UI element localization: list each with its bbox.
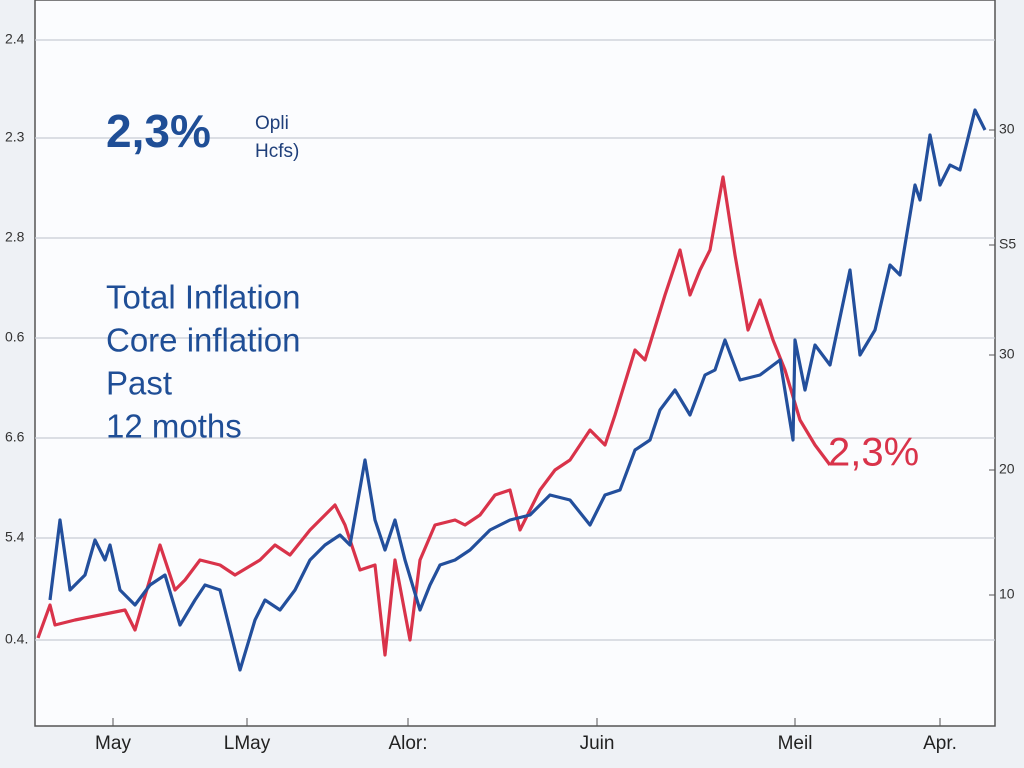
x-tick-label: LMay [224, 733, 271, 754]
headline-note: Hcfs) [255, 141, 299, 162]
plot-frame [34, 0, 996, 727]
series-line [36, 175, 832, 657]
x-tick-label: Alor: [388, 733, 427, 754]
lines [36, 108, 987, 672]
annotation: 12 moths [106, 408, 242, 445]
series-line [48, 108, 987, 672]
y-tick-label: 2.3 [5, 129, 25, 145]
x-tick-label: Juin [580, 733, 615, 754]
x-tick-label: Meil [778, 733, 813, 754]
grid [35, 39, 995, 641]
y-tick-label: 5.4 [5, 529, 25, 545]
y2-tick-label: S5 [999, 236, 1016, 252]
y-tick-label: 2.4 [5, 31, 25, 47]
headline-note: Opli [255, 113, 289, 134]
x-tick-label: Apr. [923, 733, 957, 754]
y-tick-label: 2.8 [5, 229, 25, 245]
y2-tick-label: 10 [999, 586, 1015, 602]
y2-tick-label: 20 [999, 461, 1015, 477]
headline: 2,3% [106, 105, 211, 157]
y-tick-label: 0.6 [5, 329, 25, 345]
y2-tick-label: 30 [999, 346, 1015, 362]
y-tick-label: 0.4. [5, 631, 28, 647]
annotation: Total Inflation [106, 279, 300, 316]
labels: 2.4 2.3 2.8 0.6 6.6 5.4 0.4. 30 S5 30 20 10 May LMay A… [5, 31, 1016, 754]
y2-tick-label: 30 [999, 121, 1015, 137]
annotation: Core inflation [106, 322, 300, 359]
annotation: Past [106, 365, 172, 402]
y-tick-label: 6.6 [5, 429, 25, 445]
x-tick-label: May [95, 733, 131, 754]
end-label: 2,3% [828, 431, 919, 475]
